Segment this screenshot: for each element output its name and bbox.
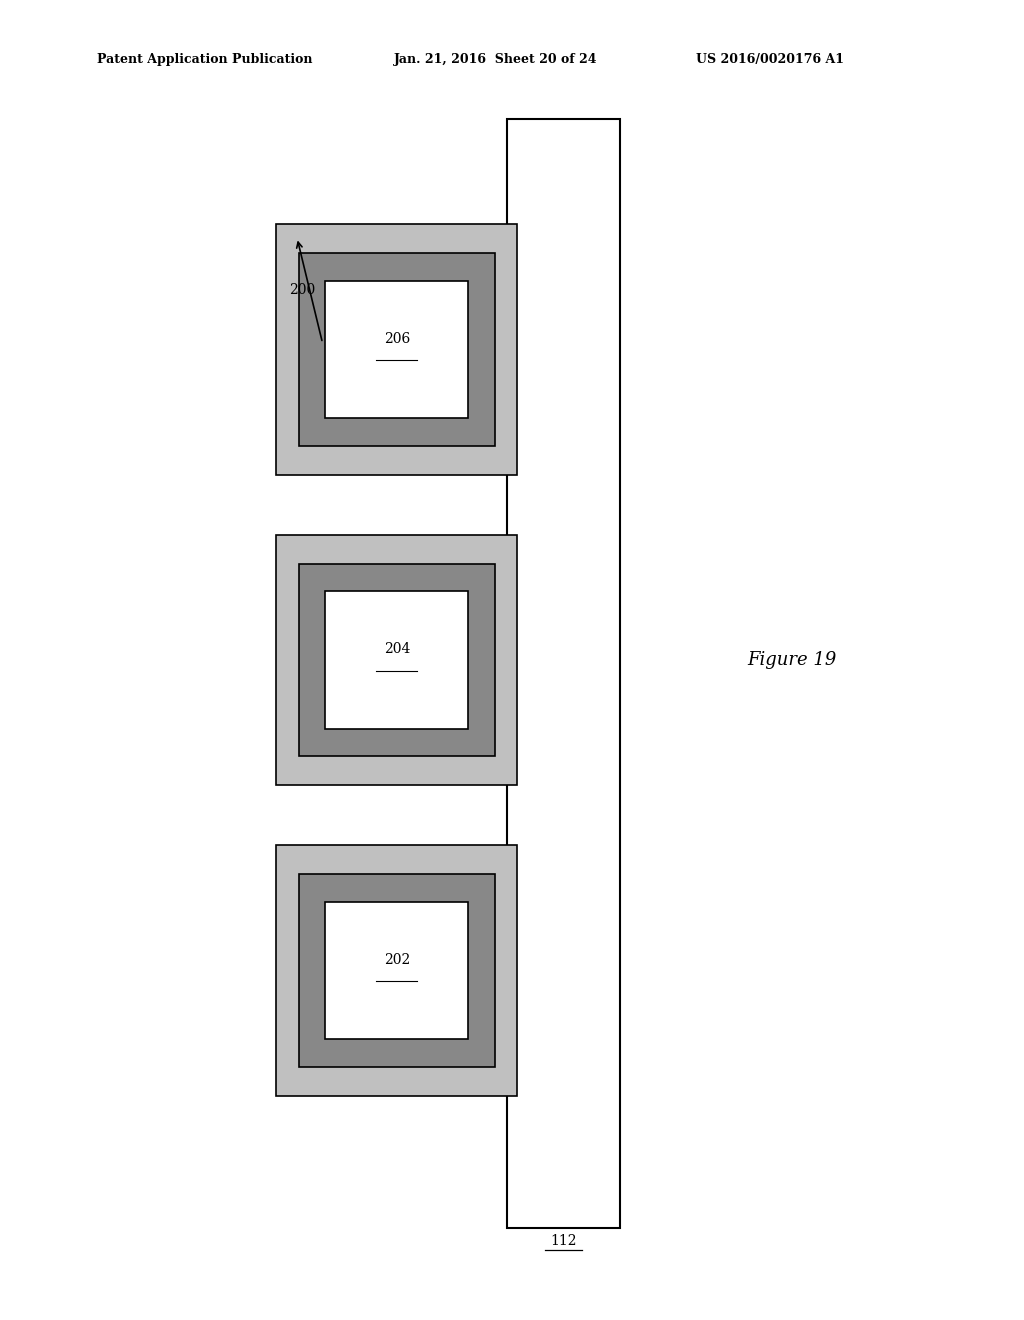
Text: 206: 206 [384, 333, 410, 346]
Text: 112: 112 [550, 1234, 577, 1249]
Bar [326, 591, 469, 729]
Bar [326, 902, 469, 1039]
Text: 202: 202 [384, 953, 410, 966]
Text: Jan. 21, 2016  Sheet 20 of 24: Jan. 21, 2016 Sheet 20 of 24 [394, 53, 598, 66]
Bar [276, 224, 517, 475]
Bar [276, 845, 517, 1096]
Bar [299, 564, 495, 756]
Text: Patent Application Publication: Patent Application Publication [97, 53, 312, 66]
Bar [299, 253, 495, 446]
Text: US 2016/0020176 A1: US 2016/0020176 A1 [696, 53, 845, 66]
Bar [326, 281, 469, 418]
Text: 200: 200 [289, 282, 315, 297]
Text: 204: 204 [384, 643, 410, 656]
Text: Figure 19: Figure 19 [748, 651, 837, 669]
Bar [299, 874, 495, 1067]
Bar [276, 535, 517, 785]
Bar [507, 119, 620, 1228]
